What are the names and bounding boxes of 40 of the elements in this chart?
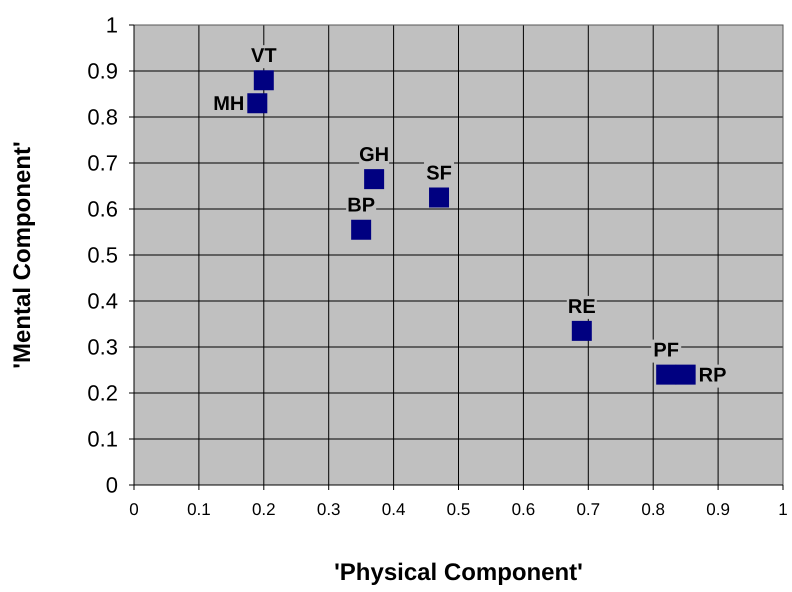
x-tick-label: 0.4: [382, 500, 406, 519]
y-tick-label: 1: [106, 12, 118, 38]
annotation: RP: [698, 364, 726, 387]
point: [351, 220, 372, 240]
point: [247, 93, 268, 114]
y-tick-label: 0.2: [87, 380, 118, 406]
point: [572, 320, 592, 341]
x-tick-label: 0.2: [252, 500, 276, 519]
annotation: BP: [347, 194, 376, 217]
point: [254, 70, 274, 90]
annotation: PF: [653, 340, 679, 362]
y-tick-label: 0.7: [87, 150, 118, 176]
annotation: MH: [213, 93, 244, 116]
y-tick-label: 0.3: [87, 334, 118, 360]
point: [676, 364, 696, 385]
y-axis-title: 'Mental Component': [9, 141, 36, 369]
y-tick-label: 0.9: [87, 58, 118, 84]
x-tick-label: 0.5: [446, 500, 470, 519]
x-tick-label: 1: [778, 500, 788, 519]
x-tick-label: 0.7: [576, 500, 600, 519]
y-tick-label: 0.5: [87, 242, 118, 268]
y-tick-label: 0.6: [87, 196, 118, 222]
x-tick-label: 0: [129, 500, 139, 519]
point: [364, 169, 384, 190]
y-tick-label: 0.4: [87, 288, 118, 314]
x-tick-label: 0.3: [316, 500, 341, 519]
y-tick-label: 0.8: [87, 104, 118, 130]
annotation: GH: [359, 144, 390, 166]
x-axis-title: 'Physical Component': [334, 559, 583, 586]
point: [429, 188, 450, 208]
annotation: VT: [251, 45, 277, 68]
y-tick-label: 0.1: [87, 426, 118, 452]
y-tick-label: 0: [106, 472, 118, 498]
x-tick-label: 0.6: [512, 500, 536, 519]
annotation: SF: [426, 162, 452, 184]
annotation: RE: [568, 296, 596, 318]
x-tick-label: 0.9: [706, 500, 730, 519]
point: [656, 364, 676, 385]
x-tick-label: 0.1: [187, 500, 211, 519]
x-tick-label: 0.8: [641, 500, 666, 519]
